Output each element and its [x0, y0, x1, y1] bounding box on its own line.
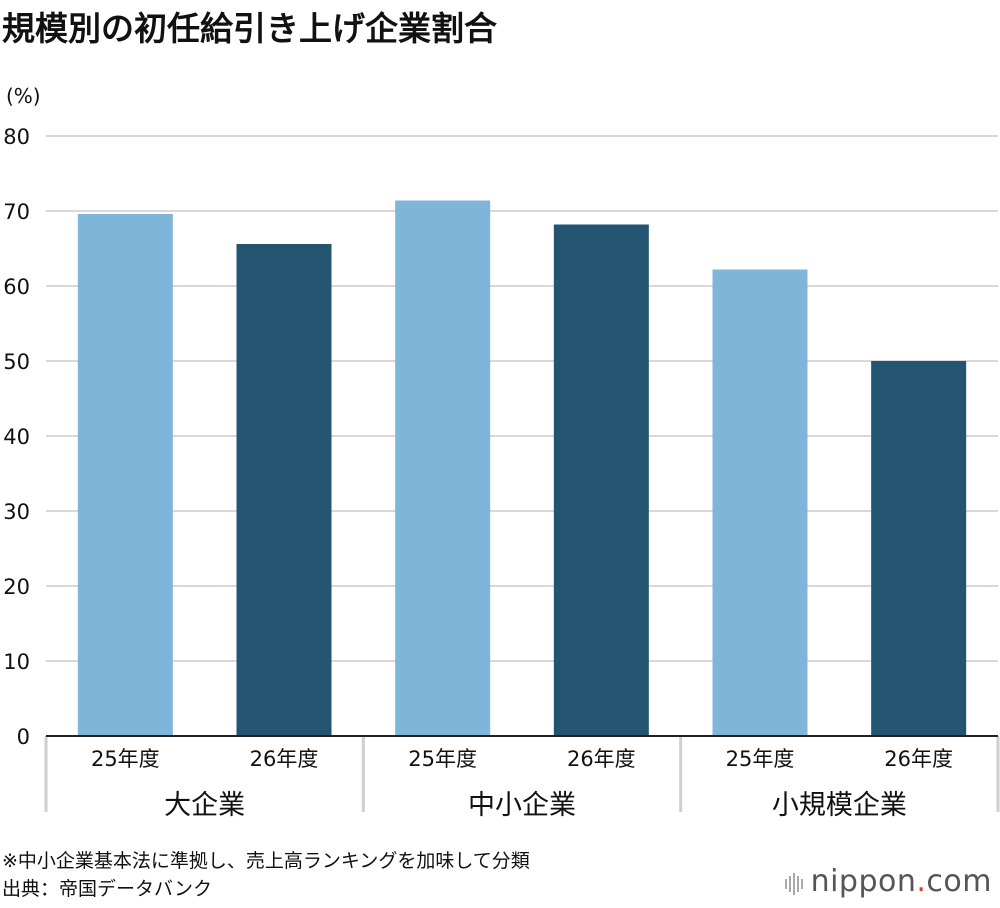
x-tick-label: 26年度: [250, 747, 319, 771]
y-tick-label: 20: [3, 575, 30, 599]
x-tick-label: 26年度: [884, 747, 953, 771]
source-note: 出典：帝国データバンク: [2, 878, 212, 900]
x-tick-label: 25年度: [726, 747, 795, 771]
y-tick-label: 70: [3, 200, 30, 224]
chart-title: 規模別の初任給引き上げ企業割合: [2, 9, 497, 48]
y-tick-label: 80: [3, 125, 30, 149]
brand-dot: .: [916, 864, 927, 899]
brand-bars-icon: [784, 865, 805, 900]
y-tick-label: 10: [3, 650, 30, 674]
bar: [712, 269, 808, 736]
x-tick-label: 25年度: [91, 747, 160, 771]
brand-logo: nippon.com: [784, 864, 992, 900]
brand-name: nippon: [810, 864, 917, 899]
x-tick-label: 25年度: [408, 747, 477, 771]
bar: [553, 224, 649, 736]
bar: [395, 200, 491, 736]
group-label: 中小企業: [468, 790, 576, 821]
x-tick-label: 26年度: [567, 747, 636, 771]
group-label: 小規模企業: [772, 790, 907, 821]
y-tick-label: 50: [3, 350, 30, 374]
bar: [236, 244, 332, 736]
bar: [77, 214, 173, 736]
y-tick-label: 40: [3, 425, 30, 449]
group-label: 大企業: [164, 790, 245, 821]
y-tick-label: 30: [3, 500, 30, 524]
y-tick-label: 0: [17, 725, 30, 749]
brand-tld: com: [926, 864, 992, 899]
bar: [871, 361, 967, 736]
y-axis-unit-label: (%): [6, 84, 41, 108]
classification-note: ※中小企業基本法に準拠し、売上高ランキングを加味して分類: [2, 850, 530, 872]
y-tick-label: 60: [3, 275, 30, 299]
